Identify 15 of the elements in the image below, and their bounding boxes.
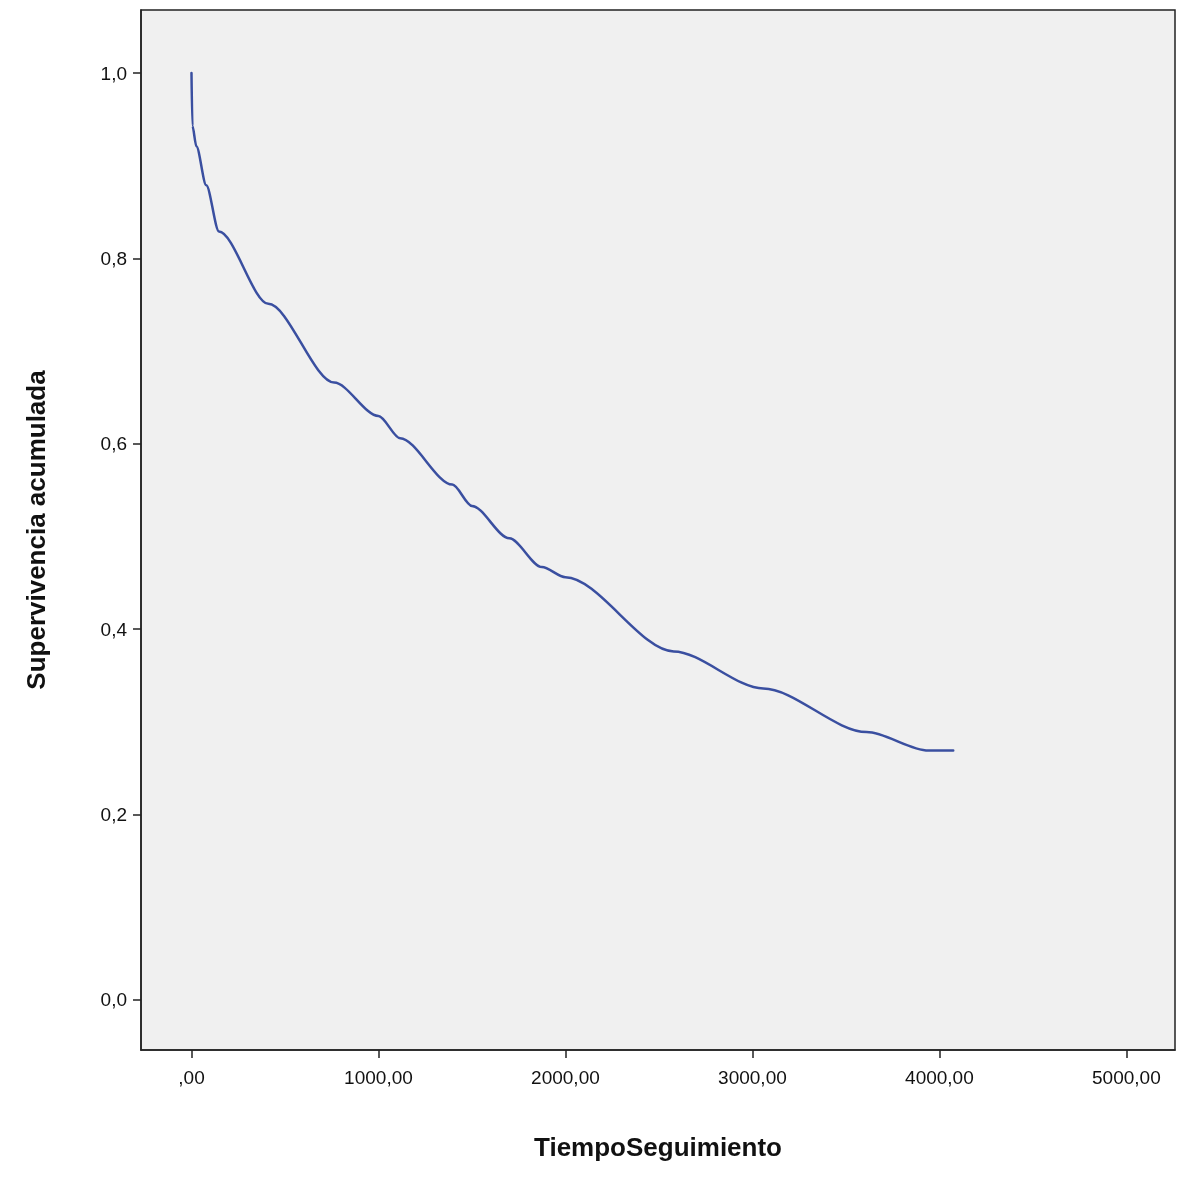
y-tick-label: 0,4 <box>100 618 128 640</box>
y-tick-label: 1,0 <box>100 62 127 84</box>
y-tick-label: 0,8 <box>100 247 127 269</box>
x-tick-label: 3000,00 <box>718 1067 787 1088</box>
x-tick-label: 5000,00 <box>1092 1067 1161 1088</box>
x-tick-label: 4000,00 <box>905 1067 974 1088</box>
y-tick-label: 0,0 <box>100 989 127 1011</box>
x-tick-label: ,00 <box>178 1067 205 1088</box>
x-axis-title: TiempoSeguimiento <box>534 1132 782 1162</box>
y-tick-label: 0,6 <box>100 433 127 455</box>
line-series <box>190 71 955 752</box>
y-tick-label: 0,2 <box>100 804 127 826</box>
x-tick-label: 2000,00 <box>531 1067 600 1088</box>
y-axis-title: Supervivencia acumulada <box>21 369 51 690</box>
x-tick-label: 1000,00 <box>344 1067 413 1088</box>
